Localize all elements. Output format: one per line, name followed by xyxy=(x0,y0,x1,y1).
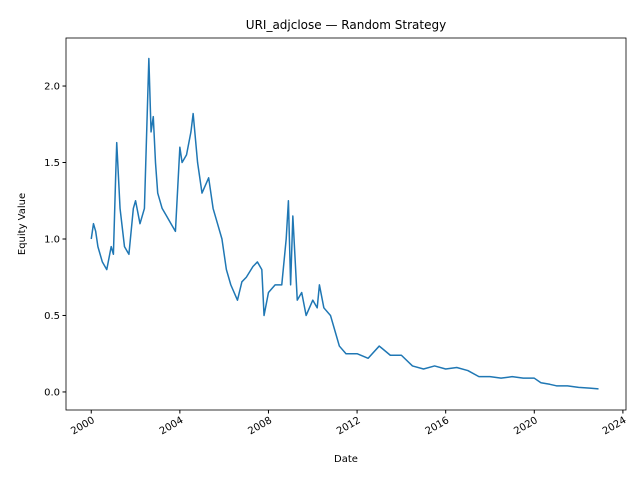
y-axis-label: Equity Value xyxy=(17,193,28,255)
chart-title: URI_adjclose — Random Strategy xyxy=(246,18,446,32)
y-tick-label: 0.5 xyxy=(44,311,60,322)
x-tick-label: 2016 xyxy=(424,415,452,437)
y-tick-label: 2.0 xyxy=(44,82,60,93)
x-tick-label: 2020 xyxy=(512,415,540,437)
x-tick-label: 2004 xyxy=(158,415,186,437)
y-tick-label: 1.5 xyxy=(44,158,60,169)
plot-frame xyxy=(65,37,627,411)
x-tick-label: 2024 xyxy=(601,415,629,437)
x-tick-label: 2008 xyxy=(246,415,274,437)
x-tick-label: 2000 xyxy=(69,415,97,437)
y-tick-label: 0.0 xyxy=(44,387,60,398)
series-line xyxy=(90,57,599,390)
x-axis-label: Date xyxy=(334,454,358,465)
x-tick-label: 2012 xyxy=(335,415,363,437)
y-tick-label: 1.0 xyxy=(44,234,60,245)
